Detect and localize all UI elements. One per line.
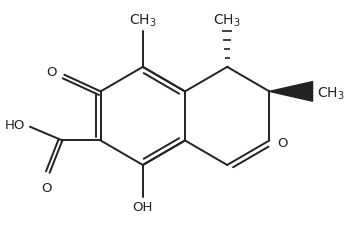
Text: O: O [277, 136, 288, 149]
Text: OH: OH [132, 200, 153, 213]
Text: O: O [41, 181, 52, 194]
Text: CH$_3$: CH$_3$ [213, 12, 241, 29]
Polygon shape [269, 82, 313, 102]
Text: CH$_3$: CH$_3$ [129, 12, 157, 29]
Text: CH$_3$: CH$_3$ [318, 85, 345, 101]
Text: HO: HO [5, 119, 25, 132]
Text: O: O [46, 66, 57, 79]
